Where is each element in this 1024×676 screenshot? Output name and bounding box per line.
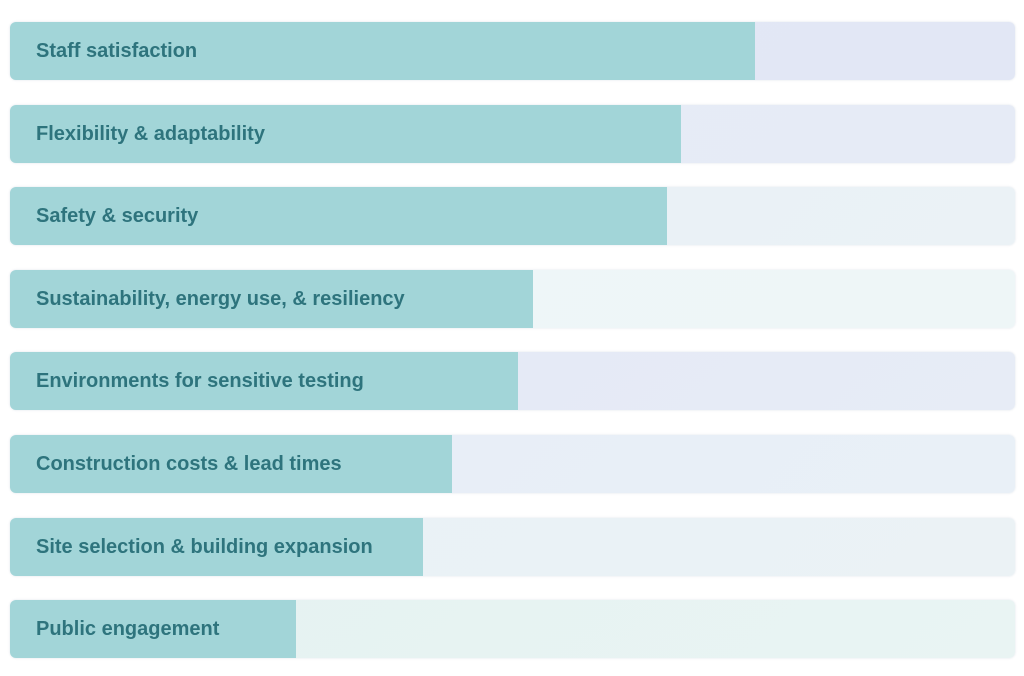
- bar-chart: Staff satisfaction Flexibility & adaptabi…: [10, 22, 1015, 659]
- bar-row: Staff satisfaction: [10, 22, 1015, 80]
- bar-label: Safety & security: [36, 205, 199, 228]
- bar-row: Safety & security: [10, 187, 1015, 246]
- bar-fill: Sustainability, energy use, & resiliency: [10, 269, 533, 328]
- bar-label: Public engagement: [36, 618, 220, 641]
- bar-row: Site selection & building expansion: [10, 517, 1015, 576]
- bar-fill: Environments for sensitive testing: [10, 352, 518, 411]
- bar-row: Public engagement: [10, 600, 1015, 659]
- bar-fill: Staff satisfaction: [10, 22, 755, 80]
- bar-label: Sustainability, energy use, & resiliency: [36, 287, 405, 310]
- bar-label: Staff satisfaction: [36, 40, 198, 62]
- bar-row: Flexibility & adaptability: [10, 104, 1015, 163]
- bar-label: Environments for sensitive testing: [36, 370, 364, 393]
- bar-fill: Site selection & building expansion: [10, 517, 424, 576]
- bar-row: Sustainability, energy use, & resiliency: [10, 269, 1015, 328]
- bar-label: Construction costs & lead times: [36, 452, 342, 475]
- bar-label: Site selection & building expansion: [36, 535, 373, 558]
- bar-fill: Flexibility & adaptability: [10, 104, 682, 163]
- bar-fill: Safety & security: [10, 187, 668, 246]
- bar-fill: Public engagement: [10, 600, 297, 659]
- bar-label: Flexibility & adaptability: [36, 122, 265, 145]
- bar-row: Environments for sensitive testing: [10, 352, 1015, 411]
- bar-fill: Construction costs & lead times: [10, 434, 453, 493]
- bar-row: Construction costs & lead times: [10, 434, 1015, 493]
